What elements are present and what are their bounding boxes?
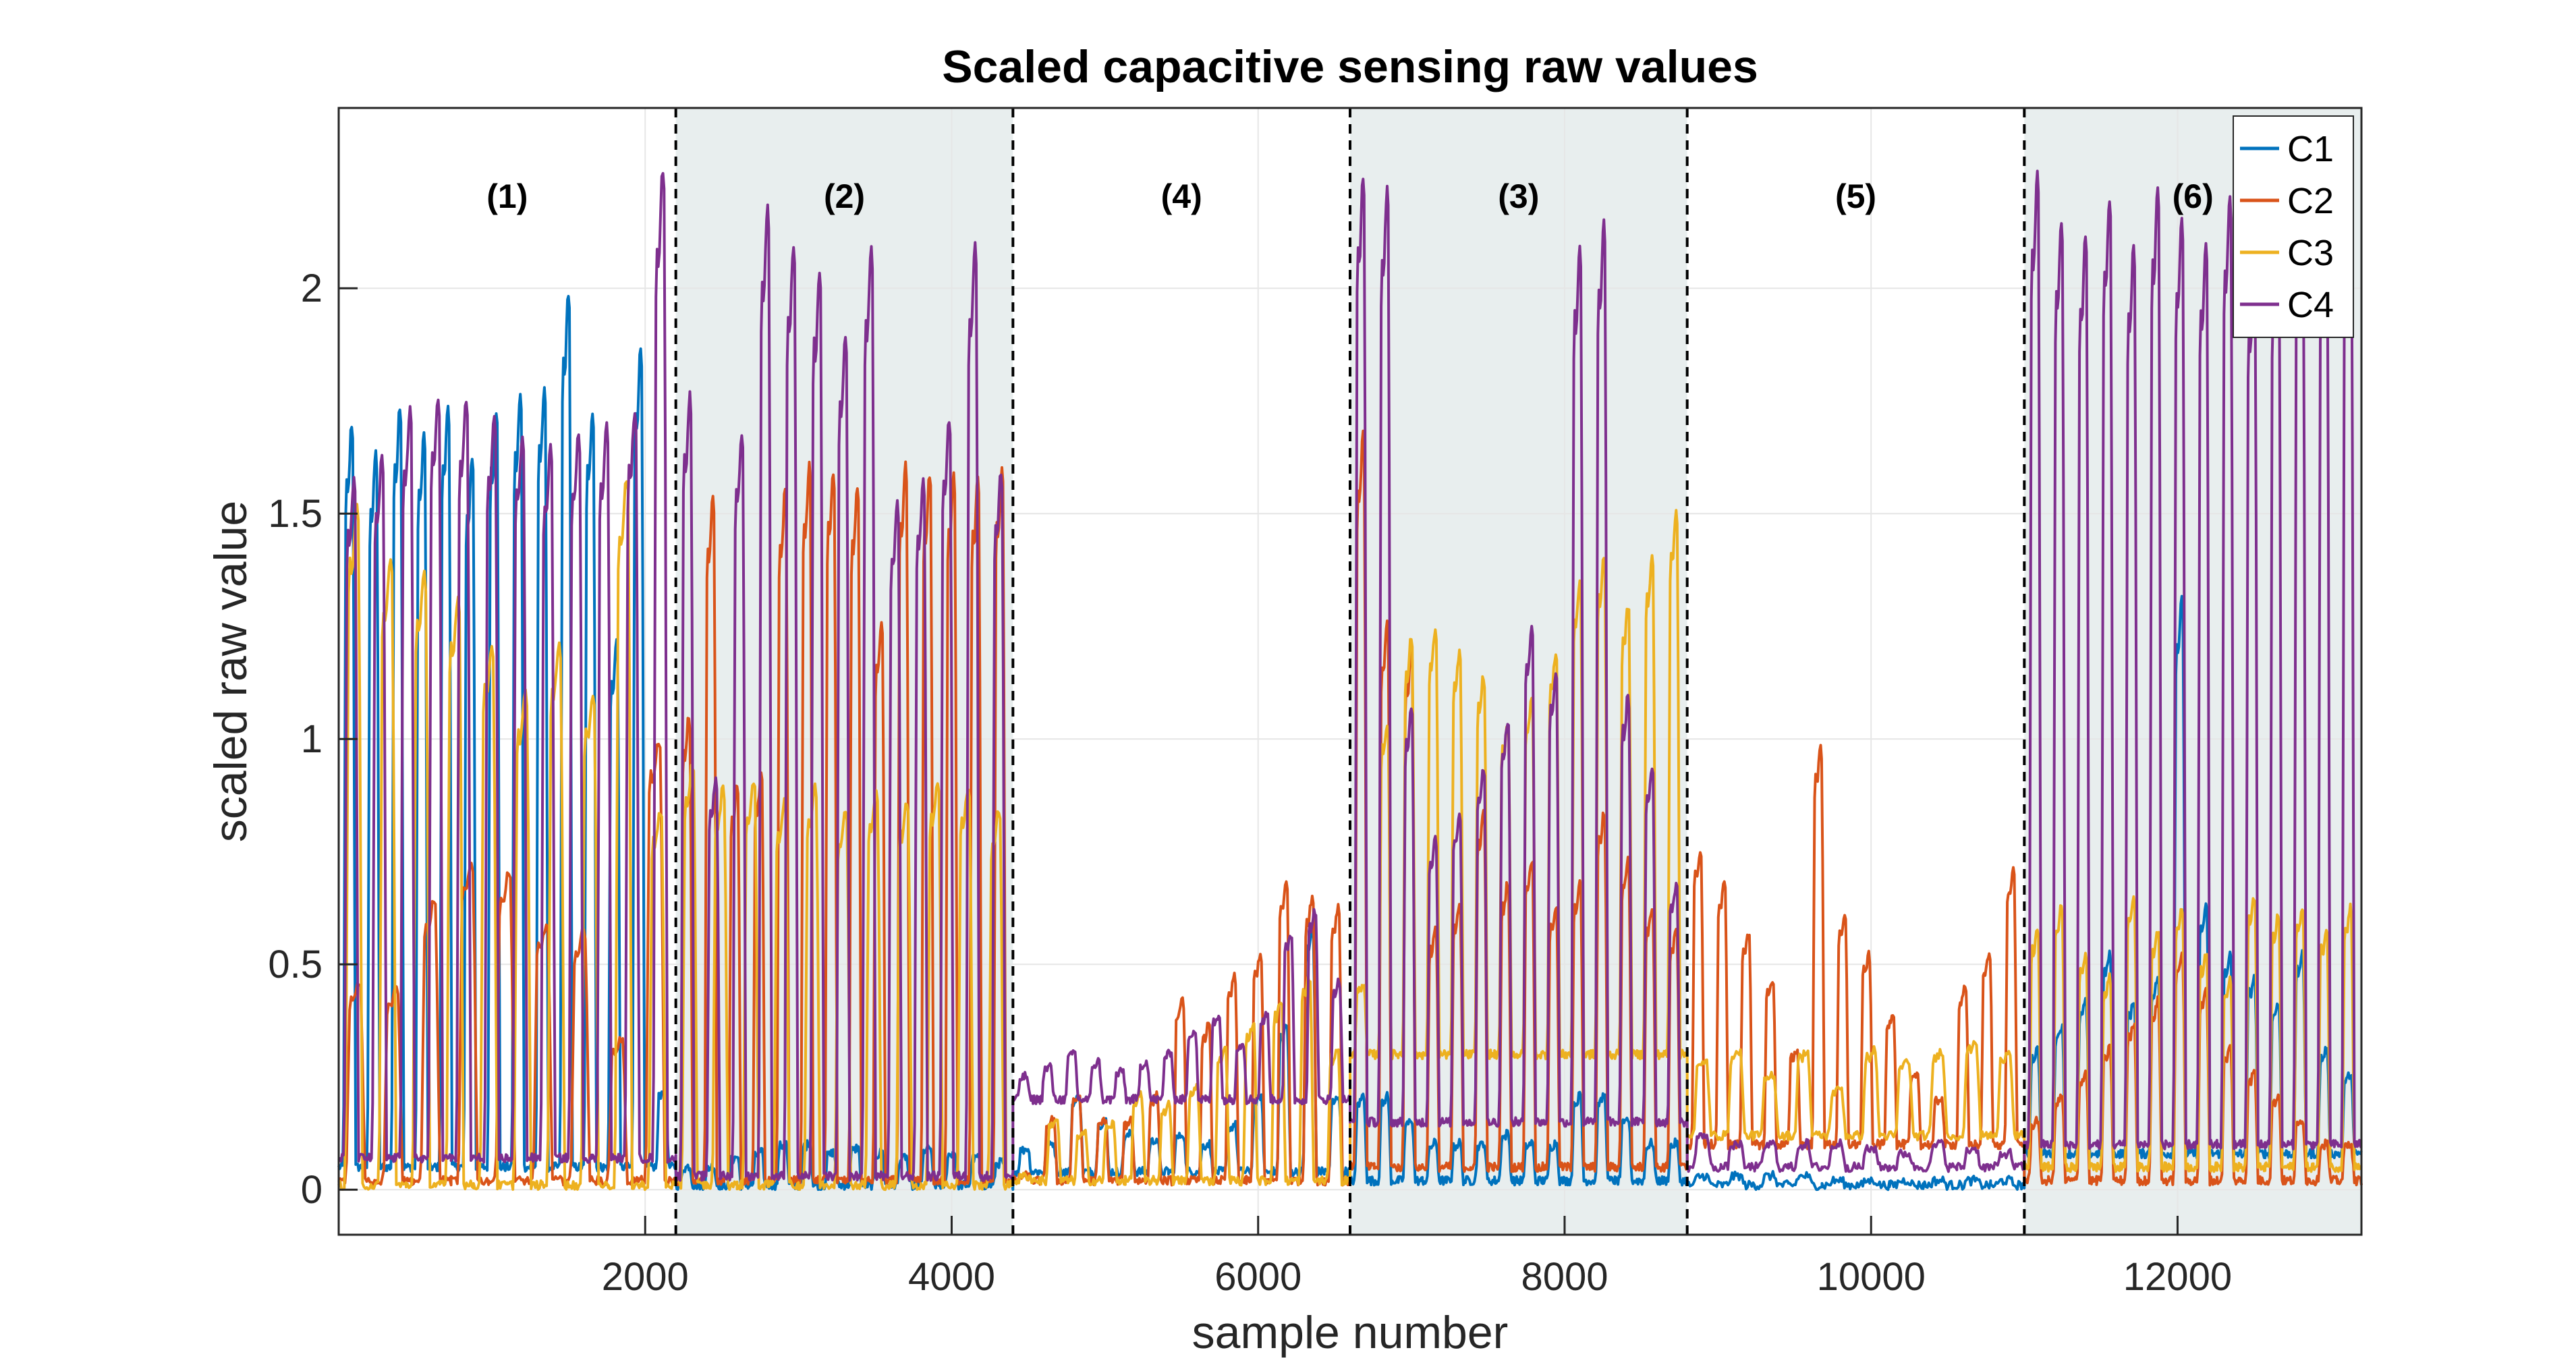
region-label-1: (1) [486, 177, 528, 215]
legend: C1 C2 C3 C4 [2233, 115, 2354, 338]
y-tick-label-0: 0 [301, 1168, 323, 1212]
legend-label-c4: C4 [2287, 285, 2334, 325]
x-tick-label-4: 10000 [1817, 1255, 1926, 1299]
series-line-c4 [337, 161, 2363, 1182]
y-axis-label: scaled raw value [205, 501, 256, 842]
y-tick-label-1: 0.5 [268, 943, 323, 986]
region-label-3: (4) [1161, 177, 1202, 215]
series-line-c3 [337, 480, 2363, 1192]
region-label-6: (6) [2173, 177, 2214, 215]
plot-frame [337, 107, 2363, 1236]
x-tick-label-0: 2000 [602, 1255, 689, 1299]
region-shade-4 [1350, 108, 1687, 1235]
region-labels: (1) (2) (4) (3) (5) (6) [486, 177, 2213, 215]
legend-label-c1: C1 [2287, 129, 2334, 169]
y-tick-label-2: 1 [301, 717, 323, 761]
region-label-4: (3) [1498, 177, 1539, 215]
series-lines [337, 161, 2363, 1192]
y-tick-label-4: 2 [301, 267, 323, 310]
legend-box [2233, 115, 2354, 338]
region-label-2: (2) [824, 177, 865, 215]
legend-label-c2: C2 [2287, 181, 2334, 221]
legend-label-c3: C3 [2287, 233, 2334, 273]
x-tick-label-3: 8000 [1521, 1255, 1608, 1299]
axis-ticks: 2000 4000 6000 8000 10000 12000 0 0.5 1 1.5 2 [268, 267, 2232, 1299]
x-tick-label-5: 12000 [2123, 1255, 2232, 1299]
region-label-5: (5) [1835, 177, 1876, 215]
x-tick-label-2: 6000 [1214, 1255, 1301, 1299]
chart-title: Scaled capacitive sensing raw values [942, 41, 1758, 92]
y-tick-label-3: 1.5 [268, 492, 323, 536]
x-axis-label: sample number [1192, 1307, 1509, 1358]
x-tick-label-1: 4000 [908, 1255, 995, 1299]
